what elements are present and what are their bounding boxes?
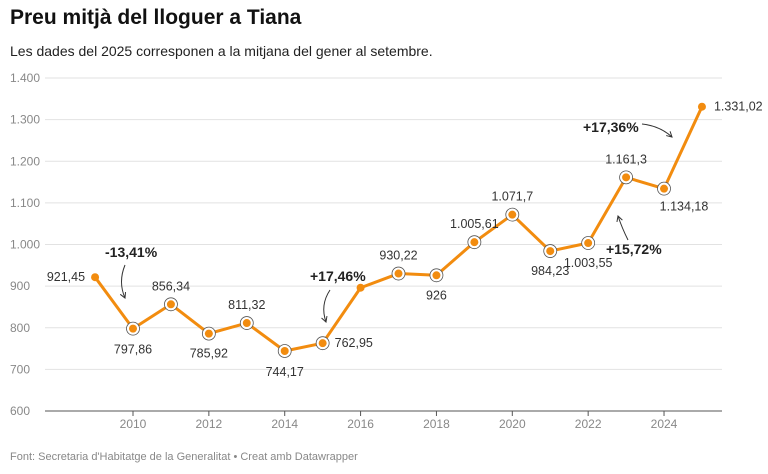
data-label: 762,95: [335, 336, 373, 350]
data-point: [356, 283, 365, 292]
source-footer: Font: Secretaria d'Habitatge de la Gener…: [10, 451, 358, 463]
data-label: 930,22: [379, 249, 417, 263]
data-label: 797,86: [114, 343, 152, 357]
x-tick-label: 2024: [651, 417, 678, 431]
y-tick-label: 1.000: [10, 238, 40, 252]
data-label: 1.134,18: [660, 200, 709, 214]
data-label: 1.161,3: [605, 152, 647, 166]
annotation-arrow: [617, 215, 629, 241]
arrow-head-icon: [119, 291, 127, 299]
data-label: 744,17: [266, 365, 304, 379]
annotation-label: +17,36%: [583, 119, 639, 135]
data-point: [584, 239, 593, 248]
data-point: [622, 173, 631, 182]
data-label: 1.005,61: [450, 217, 499, 231]
data-point: [242, 319, 251, 328]
y-tick-label: 700: [10, 362, 30, 376]
annotation-arrow: [641, 123, 673, 138]
x-tick-label: 2012: [196, 417, 223, 431]
data-label: 926: [426, 288, 447, 302]
chart-title: Preu mitjà del lloguer a Tiana: [10, 6, 302, 29]
annotation-label: -13,41%: [105, 244, 158, 260]
y-tick-label: 1.300: [10, 113, 40, 127]
arrow-head-icon: [666, 131, 673, 138]
data-point: [394, 269, 403, 278]
data-point: [508, 210, 517, 219]
x-tick-label: 2018: [423, 417, 450, 431]
data-label: 1.003,55: [564, 256, 613, 270]
annotation-arrow: [121, 264, 126, 299]
data-point: [280, 346, 289, 355]
chart-subtitle: Les dades del 2025 corresponen a la mitj…: [10, 43, 433, 59]
data-point: [470, 238, 479, 247]
data-point: [318, 339, 327, 348]
x-tick-label: 2014: [271, 417, 298, 431]
annotation-label: +17,46%: [310, 268, 366, 284]
annotation-arrow: [323, 289, 331, 323]
data-point: [166, 300, 175, 309]
data-label: 811,32: [228, 298, 265, 312]
x-tick-label: 2010: [120, 417, 147, 431]
data-label: 984,23: [531, 264, 569, 278]
y-tick-label: 1.100: [10, 196, 40, 210]
data-point: [91, 273, 100, 282]
data-point: [546, 247, 555, 256]
y-tick-label: 900: [10, 279, 30, 293]
arrow-head-icon: [321, 315, 328, 323]
data-point: [660, 184, 669, 193]
y-tick-label: 800: [10, 321, 30, 335]
data-point: [129, 324, 137, 333]
x-tick-label: 2022: [575, 417, 602, 431]
x-tick-label: 2016: [347, 417, 374, 431]
y-tick-label: 1.200: [10, 154, 40, 168]
data-label: 1.331,02: [714, 100, 763, 114]
data-label: 785,92: [190, 347, 228, 361]
data-label: 1.071,7: [491, 190, 533, 204]
arrow-head-icon: [616, 215, 623, 222]
data-label: 856,34: [152, 279, 190, 293]
data-point: [432, 271, 441, 280]
data-point: [697, 102, 706, 111]
y-tick-label: 600: [10, 404, 30, 418]
y-tick-label: 1.400: [10, 71, 40, 85]
annotation-label: +15,72%: [606, 241, 662, 257]
x-tick-label: 2020: [499, 417, 526, 431]
data-point: [204, 329, 213, 338]
series-line: [93, 106, 704, 353]
data-label: 921,45: [47, 270, 85, 284]
